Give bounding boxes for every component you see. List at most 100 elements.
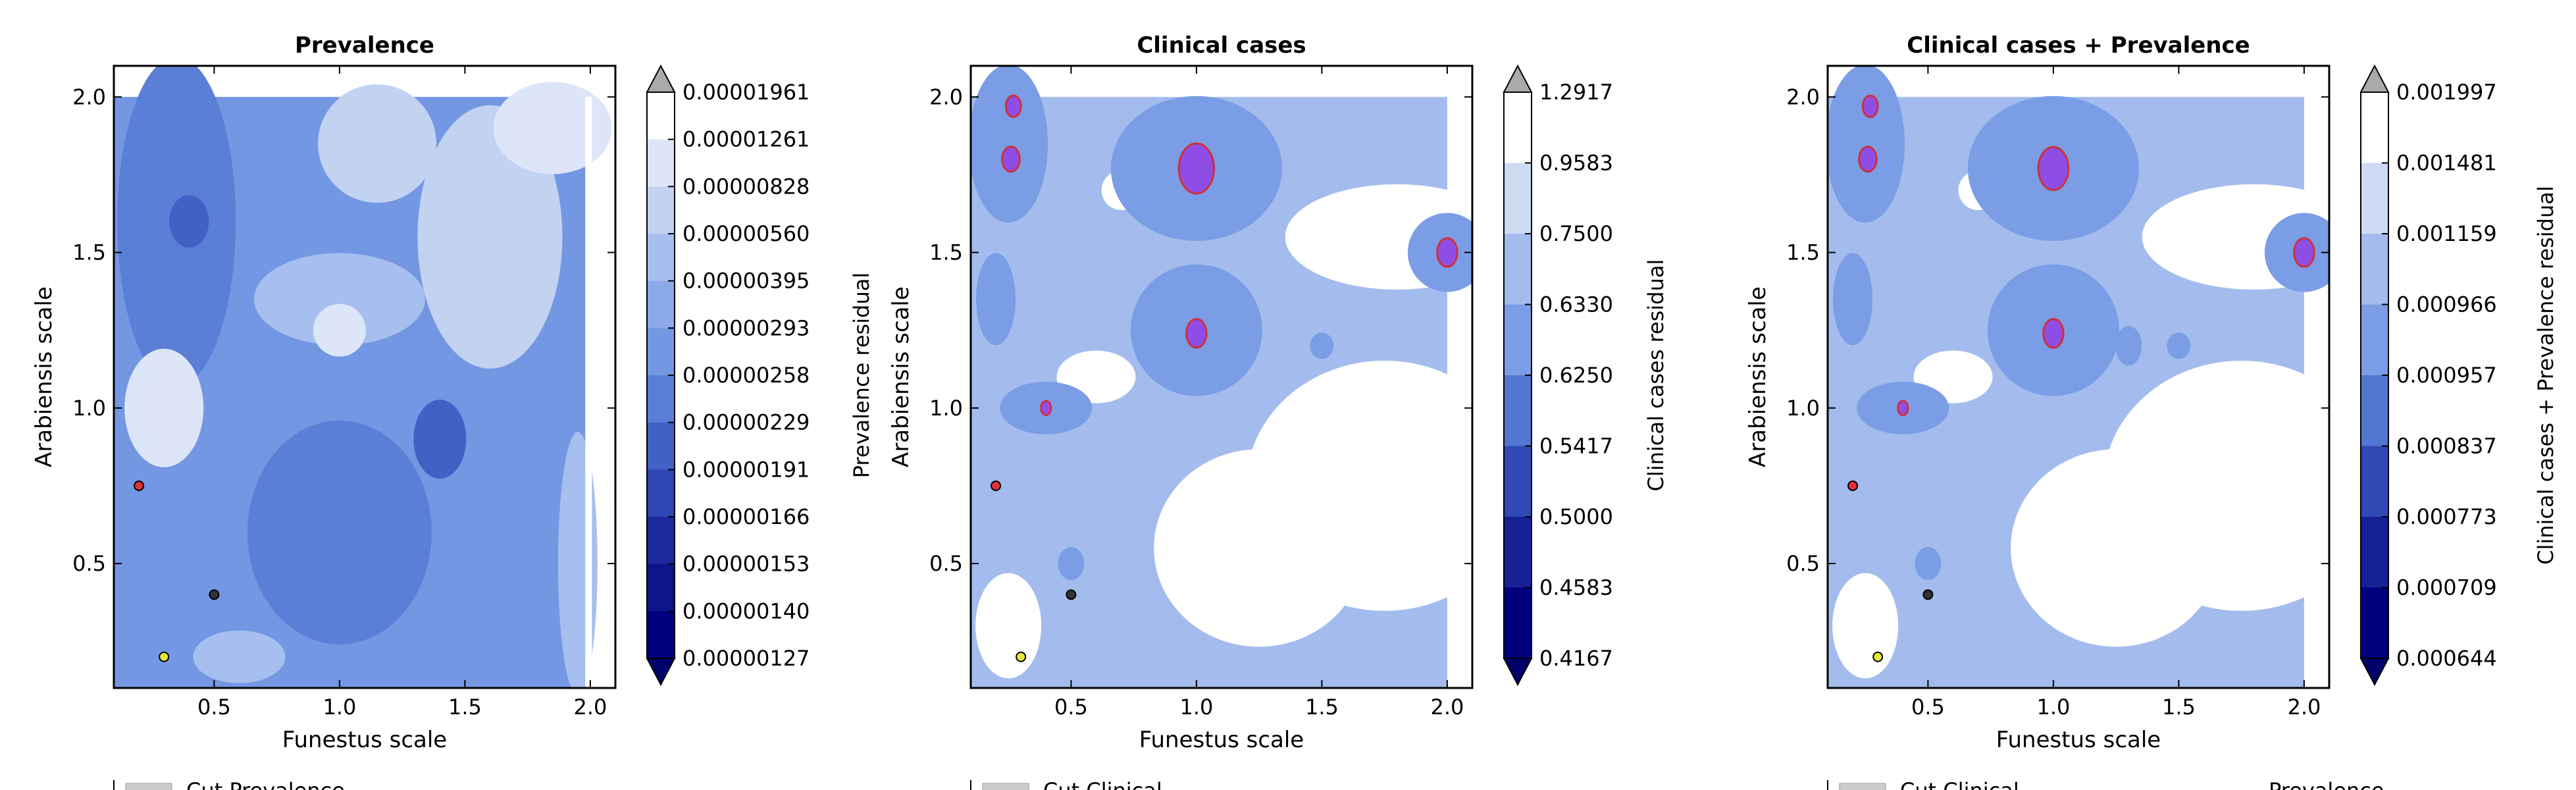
y-tick-label: 0.5	[929, 551, 963, 576]
x-tick-label: 1.0	[1179, 695, 1213, 720]
colorbar-band	[2361, 304, 2388, 376]
marker-point	[1016, 651, 1027, 662]
colorbar-band	[647, 234, 675, 282]
colorbar-tick-label: 0.00000395	[683, 269, 810, 294]
highlight-region	[1040, 400, 1052, 417]
contour-region	[1915, 547, 1942, 580]
colorbar-extend-max	[646, 64, 676, 93]
contour-region	[1310, 332, 1334, 359]
contour-region	[413, 400, 467, 479]
legend-entry: Cut Clinical	[1043, 778, 1162, 790]
y-tick-label: 1.5	[929, 240, 963, 265]
highlight-region	[1004, 94, 1022, 118]
legend: Cut Clinical	[970, 778, 1162, 790]
contour-region	[493, 82, 612, 174]
colorbar-tick-label: 0.000709	[2396, 575, 2497, 600]
heatmap-area	[1828, 66, 2329, 688]
contour-region	[1832, 573, 1899, 679]
highlight-region	[2037, 145, 2070, 192]
y-axis-label: Arabiensis scale	[31, 286, 57, 467]
contour-region	[124, 348, 204, 467]
x-tick-label: 2.0	[1430, 695, 1464, 720]
colorbar-extend-max	[2359, 64, 2390, 93]
axes-frame	[1826, 65, 2331, 689]
x-tick-label: 1.0	[322, 695, 356, 720]
contour-region	[971, 66, 1048, 223]
highlight-region	[1001, 145, 1021, 173]
colorbar-tick-label: 0.4583	[1539, 575, 1613, 600]
x-tick-label: 0.5	[1911, 695, 1945, 720]
x-axis-label: Funestus scale	[1996, 727, 2161, 753]
y-tick-label: 0.5	[1786, 551, 1820, 576]
x-tick-label: 1.5	[1305, 695, 1339, 720]
y-tick-label: 1.5	[1786, 240, 1820, 265]
colorbar-label: Clinical cases residual	[1643, 259, 1668, 492]
x-tick-label: 0.5	[197, 695, 231, 720]
contour-region	[313, 303, 366, 357]
highlight-region	[2293, 237, 2315, 268]
colorbar-tick-label: 0.00000560	[683, 221, 810, 246]
contour-region	[253, 253, 425, 346]
highlight-region	[1436, 237, 1458, 268]
marker-point	[991, 480, 1002, 491]
colorbar-band	[647, 564, 675, 612]
y-axis-label: Arabiensis scale	[888, 286, 914, 467]
colorbar-tick-label: 0.6250	[1539, 363, 1613, 388]
colorbar-band	[1504, 163, 1532, 234]
marker-point	[134, 480, 145, 491]
colorbar-band	[1504, 234, 1532, 305]
colorbar-tick-label: 0.00000140	[683, 598, 810, 623]
colorbar-extend-min	[646, 658, 676, 687]
colorbar: 1.2917 0.9583 0.7500 0.6330 0.6250 0.5417 0.50…	[1503, 64, 1668, 687]
x-tick-label: 2.0	[2287, 695, 2321, 720]
colorbar-tick-label: 0.00001961	[683, 80, 810, 105]
colorbar-tick-label: 0.00001261	[683, 127, 810, 152]
contour-region	[1828, 66, 1905, 223]
colorbar-band	[2361, 587, 2388, 659]
colorbar-tick-label: 0.00000127	[683, 646, 810, 671]
colorbar-tick-label: 0.00000293	[683, 315, 810, 340]
subplot-3: 0.5 1.0 1.5 2.0 0.5 1.0 1.5 2.0 Clinical cases +…	[1745, 32, 2558, 790]
axes-frame	[113, 65, 617, 689]
highlight-region	[1861, 94, 1879, 118]
colorbar-tick-label: 1.2917	[1539, 80, 1613, 105]
y-axis-label: Arabiensis scale	[1745, 286, 1771, 467]
colorbar-band	[1504, 375, 1532, 446]
colorbar-band	[647, 375, 675, 423]
colorbar-tick-label: 0.00000828	[683, 174, 810, 199]
colorbar-tick-label: 0.000837	[2396, 434, 2497, 459]
legend-swatch	[125, 783, 172, 790]
y-tick-label: 2.0	[929, 84, 963, 109]
highlight-region	[1858, 145, 1878, 173]
y-tick-label: 1.0	[72, 396, 106, 421]
highlight-region	[2042, 318, 2065, 349]
marker-point	[1922, 589, 1934, 600]
contour-region	[1833, 253, 1873, 346]
colorbar-tick-label: 0.000644	[2396, 646, 2497, 671]
colorbar-band	[647, 186, 675, 234]
colorbar-tick-label: 0.7500	[1539, 221, 1613, 246]
contour-region	[247, 420, 432, 645]
contour-region	[2142, 184, 2329, 290]
y-tick-label: 2.0	[1786, 84, 1820, 109]
x-tick-label: 2.0	[573, 695, 607, 720]
legend-swatch	[982, 783, 1029, 790]
colorbar-tick-label: 0.00000229	[683, 410, 810, 435]
colorbar-tick-label: 0.5417	[1539, 434, 1613, 459]
colorbar-band	[647, 611, 675, 659]
colorbar-extend-max	[1503, 64, 1533, 93]
colorbar-extend-min	[1503, 658, 1533, 687]
marker-point	[1872, 651, 1884, 662]
colorbar-band	[647, 328, 675, 376]
colorbar-tick-label: 0.00000166	[683, 504, 810, 529]
colorbar-band	[1504, 304, 1532, 376]
colorbar-tick-label: 0.00000153	[683, 552, 810, 577]
y-tick-label: 2.0	[72, 84, 106, 109]
x-axis-label: Funestus scale	[282, 727, 447, 753]
colorbar-tick-label: 0.5000	[1539, 504, 1613, 529]
colorbar-label: Prevalence residual	[849, 273, 874, 479]
colorbar-band	[2361, 446, 2388, 517]
colorbar-band	[1504, 446, 1532, 517]
colorbar-tick-label: 0.001159	[2396, 221, 2497, 246]
colorbar-tick-label: 0.000957	[2396, 363, 2497, 388]
